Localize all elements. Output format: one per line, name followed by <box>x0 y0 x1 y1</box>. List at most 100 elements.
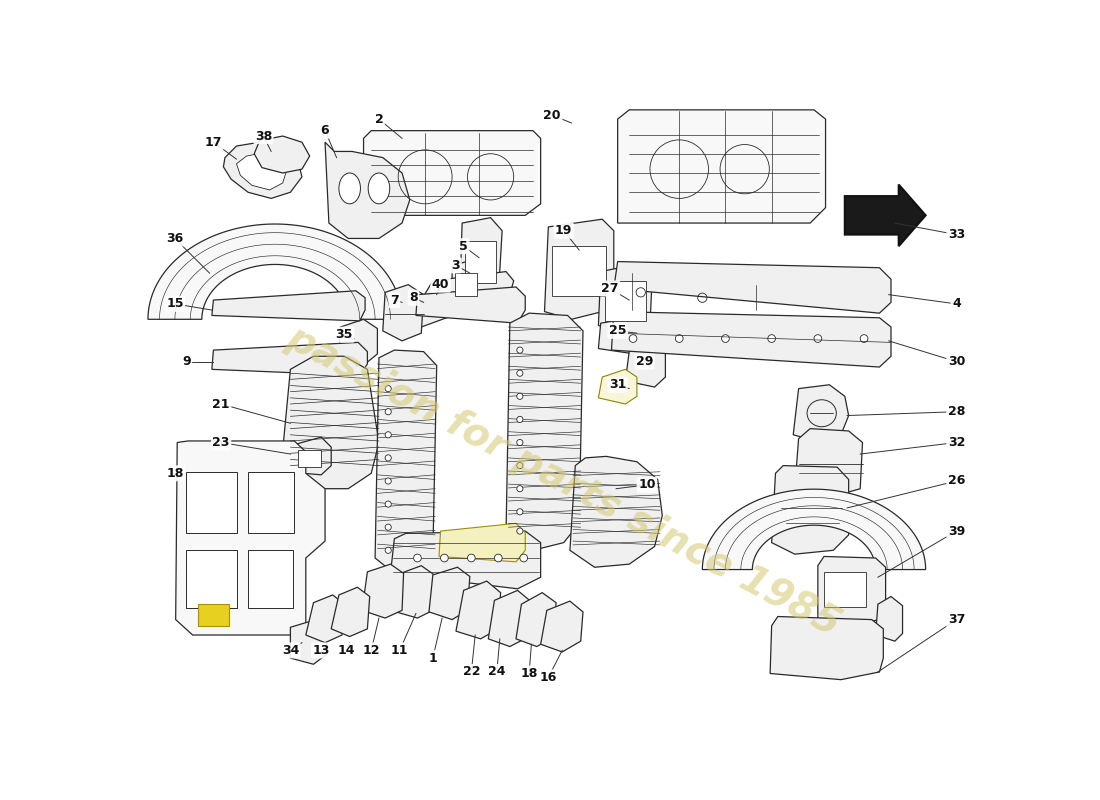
Circle shape <box>517 370 522 376</box>
Text: 37: 37 <box>948 613 965 626</box>
Text: 3: 3 <box>452 259 460 272</box>
Polygon shape <box>506 313 583 550</box>
Circle shape <box>517 486 522 492</box>
Polygon shape <box>212 342 367 375</box>
Polygon shape <box>876 597 902 641</box>
Polygon shape <box>612 312 891 367</box>
Ellipse shape <box>339 173 361 204</box>
Text: 2: 2 <box>375 113 383 126</box>
Text: 21: 21 <box>212 398 230 410</box>
Text: 35: 35 <box>336 328 353 341</box>
Circle shape <box>517 439 522 446</box>
Text: 8: 8 <box>409 291 418 304</box>
Text: 7: 7 <box>390 294 398 306</box>
Polygon shape <box>236 153 286 190</box>
Text: 5: 5 <box>460 240 467 253</box>
Text: 39: 39 <box>948 525 965 538</box>
Circle shape <box>768 334 776 342</box>
Text: 28: 28 <box>948 405 965 418</box>
Polygon shape <box>452 260 483 310</box>
Text: 31: 31 <box>609 378 626 391</box>
Polygon shape <box>625 344 666 387</box>
Text: 26: 26 <box>948 474 965 487</box>
Text: passion for parts since 1985: passion for parts since 1985 <box>280 318 847 644</box>
Text: 40: 40 <box>432 278 449 291</box>
Circle shape <box>468 554 475 562</box>
Circle shape <box>520 554 528 562</box>
Circle shape <box>814 334 822 342</box>
Text: 11: 11 <box>390 644 408 657</box>
Text: 9: 9 <box>183 355 190 368</box>
Circle shape <box>495 554 503 562</box>
Bar <box>298 450 321 467</box>
Polygon shape <box>429 567 470 619</box>
Polygon shape <box>770 617 883 680</box>
Text: 18: 18 <box>166 467 184 480</box>
Text: 6: 6 <box>321 124 329 137</box>
Bar <box>824 572 867 606</box>
Polygon shape <box>331 587 370 637</box>
Polygon shape <box>455 581 500 639</box>
Polygon shape <box>396 566 435 618</box>
Polygon shape <box>326 142 409 238</box>
Text: 33: 33 <box>948 228 965 241</box>
Polygon shape <box>703 489 926 570</box>
Bar <box>249 550 293 608</box>
Text: 16: 16 <box>540 671 557 684</box>
Text: 19: 19 <box>556 224 572 238</box>
Text: 34: 34 <box>282 644 299 657</box>
Polygon shape <box>290 619 327 664</box>
Polygon shape <box>439 523 526 562</box>
Circle shape <box>517 347 522 353</box>
Circle shape <box>440 554 449 562</box>
Circle shape <box>385 409 392 414</box>
Text: 1: 1 <box>429 651 437 665</box>
Polygon shape <box>488 590 531 646</box>
Circle shape <box>385 524 392 530</box>
Polygon shape <box>283 356 378 489</box>
Polygon shape <box>516 593 556 646</box>
Polygon shape <box>212 291 365 321</box>
Text: 32: 32 <box>948 436 965 449</box>
Bar <box>249 472 295 534</box>
Text: 27: 27 <box>602 282 618 295</box>
Polygon shape <box>772 466 849 554</box>
Text: 30: 30 <box>948 355 965 368</box>
Circle shape <box>385 501 392 507</box>
Text: 22: 22 <box>463 666 480 678</box>
Polygon shape <box>598 264 652 334</box>
Text: 29: 29 <box>636 355 653 368</box>
Circle shape <box>414 554 421 562</box>
Circle shape <box>385 386 392 392</box>
Ellipse shape <box>368 173 389 204</box>
Circle shape <box>385 432 392 438</box>
Text: 10: 10 <box>638 478 656 491</box>
Polygon shape <box>362 564 404 618</box>
Polygon shape <box>286 437 331 475</box>
Polygon shape <box>460 218 502 304</box>
Circle shape <box>517 528 522 534</box>
Polygon shape <box>409 271 514 327</box>
Circle shape <box>517 462 522 469</box>
Polygon shape <box>176 441 326 635</box>
Polygon shape <box>845 185 926 246</box>
Text: 17: 17 <box>205 136 222 149</box>
Polygon shape <box>618 110 825 223</box>
Text: 38: 38 <box>255 130 272 142</box>
Bar <box>605 281 646 321</box>
Polygon shape <box>383 285 424 341</box>
Circle shape <box>517 509 522 515</box>
Circle shape <box>385 478 392 484</box>
Polygon shape <box>416 287 526 323</box>
Bar <box>552 246 606 296</box>
Polygon shape <box>793 385 849 442</box>
Circle shape <box>385 455 392 461</box>
Bar <box>186 472 236 534</box>
Polygon shape <box>570 456 662 567</box>
Polygon shape <box>306 595 344 642</box>
Polygon shape <box>614 262 891 313</box>
Polygon shape <box>147 224 403 319</box>
Text: 4: 4 <box>953 298 960 310</box>
Text: 18: 18 <box>520 667 538 680</box>
Text: 23: 23 <box>212 436 230 449</box>
